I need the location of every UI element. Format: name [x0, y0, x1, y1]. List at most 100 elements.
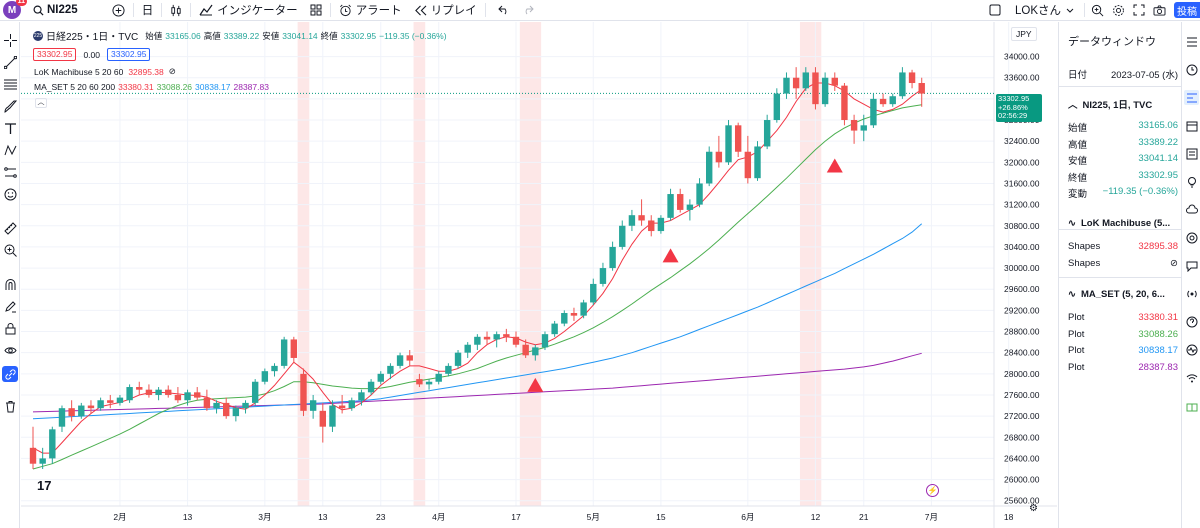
ideas-button[interactable]: [1184, 174, 1199, 189]
time-tick-label: 13: [318, 512, 328, 522]
help-icon: [1186, 316, 1197, 327]
divider: [1059, 229, 1181, 230]
chevron-up-icon: ︿: [1068, 100, 1078, 111]
indicator-2-value: 30838.17: [1138, 345, 1178, 356]
measure-range-tool[interactable]: [2, 164, 18, 180]
indicator-1-section-header[interactable]: ∿ LoK Machibuse (5...: [1068, 218, 1170, 229]
symbol-title[interactable]: 日経225・1日・TVC: [46, 32, 139, 43]
time-tick-label: 3月: [258, 512, 271, 522]
candle-body: [251, 381, 259, 403]
indicator-1-value: 32895.38: [1138, 241, 1178, 252]
candle-body: [599, 268, 607, 284]
indicator-legend-1[interactable]: LoK Machibuse 5 20 60 32895.38 ⊘: [34, 66, 176, 77]
pine-editor-button[interactable]: [1184, 202, 1199, 217]
user-avatar[interactable]: M 11: [3, 0, 27, 19]
divider: [1084, 3, 1085, 17]
indicator-legend-2[interactable]: MA_SET 5 20 60 200 33380.31 33088.26 308…: [34, 82, 269, 92]
alert-button[interactable]: アラート: [333, 0, 408, 21]
candle-body: [657, 217, 665, 232]
candle-body: [619, 225, 626, 247]
watchlist-button[interactable]: [1184, 34, 1199, 49]
price-tick-label: 28800.00: [1004, 327, 1040, 337]
broadcast-button[interactable]: [1184, 370, 1199, 385]
data-window-button[interactable]: [1184, 90, 1199, 105]
candle-body: [551, 323, 558, 335]
price-tick-label: 31200.00: [1004, 200, 1040, 210]
magnifier-plus-icon: [1091, 4, 1104, 16]
sell-button[interactable]: 33302.95: [33, 48, 77, 61]
text-tool[interactable]: [2, 120, 18, 136]
brush-tool[interactable]: [2, 98, 18, 114]
collapse-legend-button[interactable]: ︿: [35, 98, 47, 108]
time-tick-label: 7月: [925, 512, 938, 522]
price-tick-label: 28400.00: [1004, 348, 1040, 358]
news-button[interactable]: [1184, 146, 1199, 161]
settings-button[interactable]: [1108, 0, 1129, 21]
layout-toggle-button[interactable]: [983, 0, 1007, 21]
chart-area[interactable]: 34000.0033600.0033200.0032800.0032400.00…: [21, 22, 1057, 528]
candle-body: [194, 392, 201, 398]
sync-drawings-tool[interactable]: [2, 366, 18, 382]
candle-body: [483, 336, 491, 340]
stay-drawing-tool[interactable]: [2, 298, 18, 314]
remove-drawings-tool[interactable]: [2, 398, 18, 414]
highlight-zone: [413, 22, 426, 506]
chart-type-button[interactable]: [164, 0, 188, 21]
candle-body: [532, 347, 539, 356]
candle-body: [850, 120, 858, 131]
candle-body: [831, 77, 838, 86]
buy-button[interactable]: 33302.95: [107, 48, 151, 61]
symbol-search-button[interactable]: NI225: [27, 0, 84, 21]
emoji-tool[interactable]: [2, 186, 18, 202]
fib-tool[interactable]: [2, 76, 18, 92]
indicator-2-section-header[interactable]: ∿ MA_SET (5, 20, 6...: [1068, 289, 1165, 300]
candle-body: [503, 334, 510, 337]
fullscreen-button[interactable]: [1129, 0, 1149, 21]
help-button[interactable]: [1184, 314, 1199, 329]
time-tick-label: 18: [1004, 512, 1014, 522]
quick-search-button[interactable]: [1087, 0, 1108, 21]
currency-button[interactable]: JPY: [1011, 27, 1037, 41]
pattern-icon: [4, 144, 16, 155]
candle-body: [648, 220, 655, 232]
alerts-panel-button[interactable]: [1184, 62, 1199, 77]
trend-line-tool[interactable]: [2, 54, 18, 70]
pencil-lock-icon: [4, 300, 16, 312]
zoom-in-tool[interactable]: [2, 242, 18, 258]
lock-drawings-tool[interactable]: [2, 320, 18, 336]
screener-button[interactable]: [1184, 230, 1199, 245]
interval-button[interactable]: 日: [141, 5, 154, 17]
candle-body: [802, 72, 809, 89]
layouts-button[interactable]: [304, 0, 328, 21]
symbol-section-header[interactable]: ︿ NI225, 1日, TVC: [1068, 97, 1152, 111]
replay-button[interactable]: リプレイ: [408, 0, 483, 21]
compare-symbol-button[interactable]: [106, 0, 131, 21]
search-icon: [33, 5, 44, 16]
indicator-2-value-4: 28387.83: [233, 82, 269, 92]
publish-button[interactable]: 投稿: [1174, 2, 1200, 18]
clock-icon: [1186, 64, 1197, 75]
low-value: 33041.14: [282, 30, 318, 41]
candle-body: [860, 125, 867, 131]
redo-button[interactable]: [516, 0, 540, 21]
price-tick-label: 31600.00: [1004, 178, 1040, 188]
crosshair-tool[interactable]: [2, 32, 18, 48]
hide-drawings-tool[interactable]: [2, 342, 18, 358]
screenshot-button[interactable]: [1149, 0, 1170, 21]
signal-button[interactable]: [1184, 286, 1199, 301]
chat-button[interactable]: [1184, 258, 1199, 273]
calendar-button[interactable]: [1184, 118, 1199, 133]
pulse-button[interactable]: [1184, 342, 1199, 357]
trade-buttons: 33302.95 0.00 33302.95: [33, 48, 151, 61]
data-window-title: データウィンドウ: [1068, 36, 1156, 48]
undo-button[interactable]: [492, 0, 516, 21]
ruler-tool[interactable]: [2, 220, 18, 236]
magnet-tool[interactable]: [2, 276, 18, 292]
account-menu[interactable]: LOKさん: [1007, 0, 1082, 21]
flash-icon[interactable]: ⚡: [926, 484, 939, 497]
more-widgets-button[interactable]: [1184, 398, 1199, 413]
pattern-tool[interactable]: [2, 142, 18, 158]
axis-settings-button[interactable]: ⚙: [1029, 503, 1038, 514]
indicators-button[interactable]: インジケーター: [193, 0, 304, 21]
indicator-2-value-1: 33380.31: [118, 82, 154, 92]
